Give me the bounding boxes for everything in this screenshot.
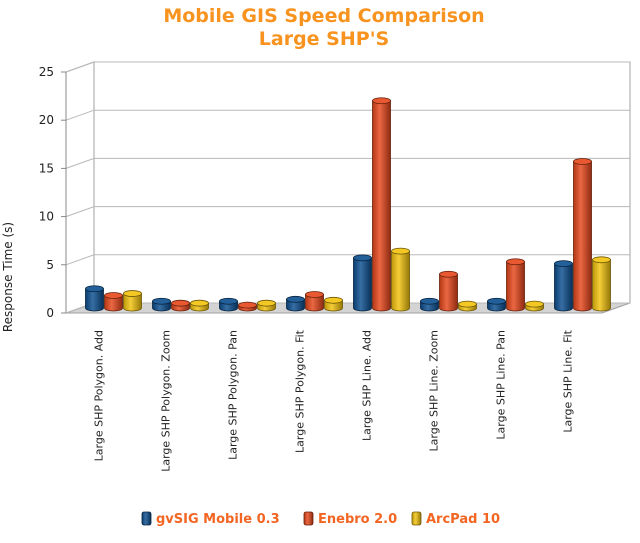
bar — [592, 256, 611, 312]
chart-floor — [65, 302, 631, 314]
gridline — [65, 109, 630, 121]
bar — [391, 247, 410, 312]
x-axis-categories: Large SHP Polygon. Add Large SHP Polygon.… — [93, 329, 575, 471]
x-tick-label: Large SHP Polygon. Add — [93, 330, 106, 461]
bar — [123, 290, 142, 312]
bar — [238, 301, 257, 312]
bar — [525, 300, 544, 312]
gridline — [65, 61, 630, 73]
legend-swatch — [303, 511, 314, 526]
legend-label: Enebro 2.0 — [318, 512, 397, 527]
y-tick-label: 20 — [39, 113, 54, 127]
bar — [219, 297, 238, 312]
chart-left-wall — [65, 61, 95, 314]
bar — [458, 300, 477, 312]
x-tick-label: Large SHP Polygon. Fit — [294, 329, 307, 453]
legend-item: ArcPad 10 — [411, 511, 500, 527]
x-tick-label: Large SHP Line. Fit — [562, 329, 575, 432]
x-tick-label: Large SHP Line. Pan — [495, 330, 508, 440]
chart-subtitle: Large SHP'S — [259, 28, 389, 50]
legend-label: ArcPad 10 — [426, 512, 500, 527]
x-tick-label: Large SHP Line. Add — [361, 330, 374, 441]
legend-swatch — [141, 511, 152, 526]
x-tick-label: Large SHP Polygon. Pan — [227, 330, 240, 460]
bar — [506, 258, 525, 312]
y-axis-ticks: 0 5 10 15 20 25 — [39, 65, 67, 320]
bar — [104, 292, 123, 312]
bar — [152, 297, 171, 312]
bar — [286, 295, 305, 312]
grid — [65, 61, 631, 314]
bar — [439, 270, 458, 312]
bar — [353, 254, 372, 312]
legend-swatch — [411, 511, 422, 526]
bar — [190, 299, 209, 312]
bar — [420, 297, 439, 312]
x-tick-label: Large SHP Line. Zoom — [428, 330, 441, 451]
y-tick-label: 0 — [46, 306, 54, 320]
bar — [171, 299, 190, 312]
y-tick-label: 5 — [46, 258, 54, 272]
gridline — [65, 206, 630, 218]
bar — [305, 291, 324, 312]
legend-item: gvSIG Mobile 0.3 — [141, 511, 280, 527]
bar — [85, 285, 104, 312]
bar — [324, 296, 343, 312]
bar — [573, 158, 592, 312]
gridline — [65, 157, 630, 169]
y-tick-label: 10 — [39, 210, 54, 224]
bar — [372, 97, 391, 312]
bar — [487, 297, 506, 312]
chart-title: Mobile GIS Speed Comparison — [163, 5, 484, 27]
gridline — [65, 254, 630, 266]
bar — [554, 260, 573, 312]
bar — [257, 299, 276, 312]
y-tick-label: 15 — [39, 161, 54, 175]
legend: gvSIG Mobile 0.3 Enebro 2.0 ArcPad 10 — [141, 511, 500, 527]
x-tick-label: Large SHP Polygon. Zoom — [160, 330, 173, 472]
y-axis-label: Response Time (s) — [1, 222, 15, 332]
legend-item: Enebro 2.0 — [303, 511, 397, 527]
legend-label: gvSIG Mobile 0.3 — [156, 512, 280, 527]
y-tick-label: 25 — [39, 65, 54, 79]
bars — [85, 97, 611, 312]
